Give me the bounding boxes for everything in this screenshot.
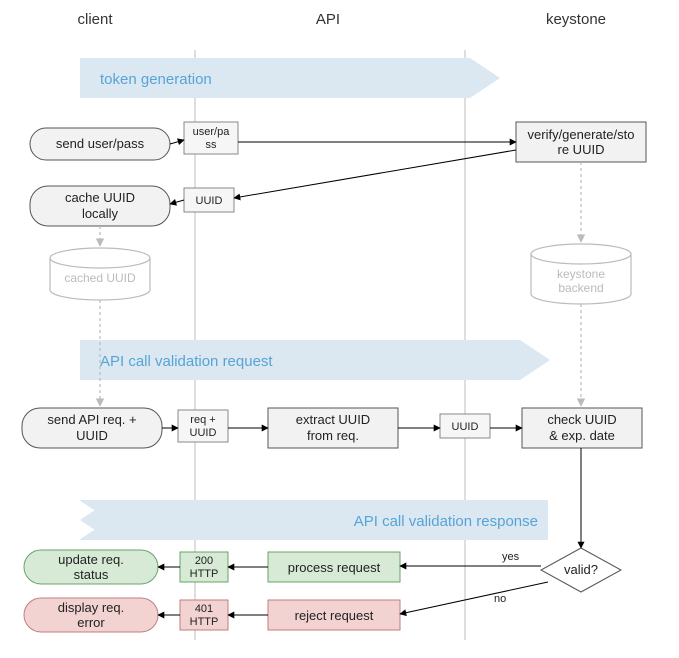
edge-uuidtag-to-cache	[170, 200, 184, 204]
flow-diagram: client API keystone token generation sen…	[0, 0, 679, 658]
node-send-user-pass-label: send user/pass	[56, 136, 145, 151]
tag-user-pass-l1: user/pa	[193, 126, 231, 138]
tag-200-l2: HTTP	[190, 568, 219, 580]
tag-401-l1: 401	[195, 603, 213, 615]
node-verify-uuid-l2: re UUID	[558, 142, 605, 157]
ghost-keystone-backend: keystone backend	[531, 244, 631, 304]
node-display-l1: display req.	[58, 600, 124, 615]
lane-keystone-label: keystone	[546, 11, 606, 28]
node-extract-l1: extract UUID	[296, 412, 370, 427]
node-update-l2: status	[74, 567, 109, 582]
ghost-cached-uuid-label: cached UUID	[64, 271, 136, 285]
tag-req-uuid-l1: req +	[190, 414, 215, 426]
node-display-l2: error	[77, 615, 105, 630]
ghost-keystone-l1: keystone	[557, 267, 605, 281]
lane-api-label: API	[316, 11, 340, 28]
ghost-cached-uuid: cached UUID	[50, 248, 150, 300]
banner-api-call-request: API call validation request	[80, 340, 550, 380]
edge-send-to-tag	[170, 140, 184, 144]
node-verify-uuid-l1: verify/generate/sto	[528, 127, 635, 142]
edge-yes-label: yes	[502, 551, 520, 563]
banner-api-call-response-label: API call validation response	[354, 513, 538, 530]
node-extract-l2: from req.	[307, 428, 359, 443]
tag-uuid-label: UUID	[196, 195, 223, 207]
banner-token-generation: token generation	[80, 58, 500, 98]
edge-no-label: no	[494, 593, 506, 605]
edge-valid-no	[400, 582, 548, 614]
tag-200-l1: 200	[195, 555, 213, 567]
tag-user-pass-l2: ss	[206, 139, 218, 151]
node-cache-uuid-l2: locally	[82, 206, 119, 221]
node-cache-uuid-l1: cache UUID	[65, 190, 135, 205]
node-check-l1: check UUID	[547, 412, 616, 427]
lane-client-label: client	[77, 11, 113, 28]
edge-verify-to-uuidtag	[234, 150, 516, 198]
ghost-keystone-l2: backend	[558, 281, 603, 295]
tag-uuid-2-label: UUID	[452, 421, 479, 433]
banner-token-generation-label: token generation	[100, 71, 212, 88]
node-valid-label: valid?	[564, 562, 598, 577]
node-process-label: process request	[288, 560, 381, 575]
node-send-api-l2: UUID	[76, 428, 108, 443]
node-send-api-l1: send API req. +	[47, 412, 136, 427]
node-check-l2: & exp. date	[549, 428, 615, 443]
tag-req-uuid-l2: UUID	[190, 427, 217, 439]
tag-401-l2: HTTP	[190, 616, 219, 628]
banner-api-call-request-label: API call validation request	[100, 353, 273, 370]
node-reject-label: reject request	[295, 608, 374, 623]
node-update-l1: update req.	[58, 552, 124, 567]
